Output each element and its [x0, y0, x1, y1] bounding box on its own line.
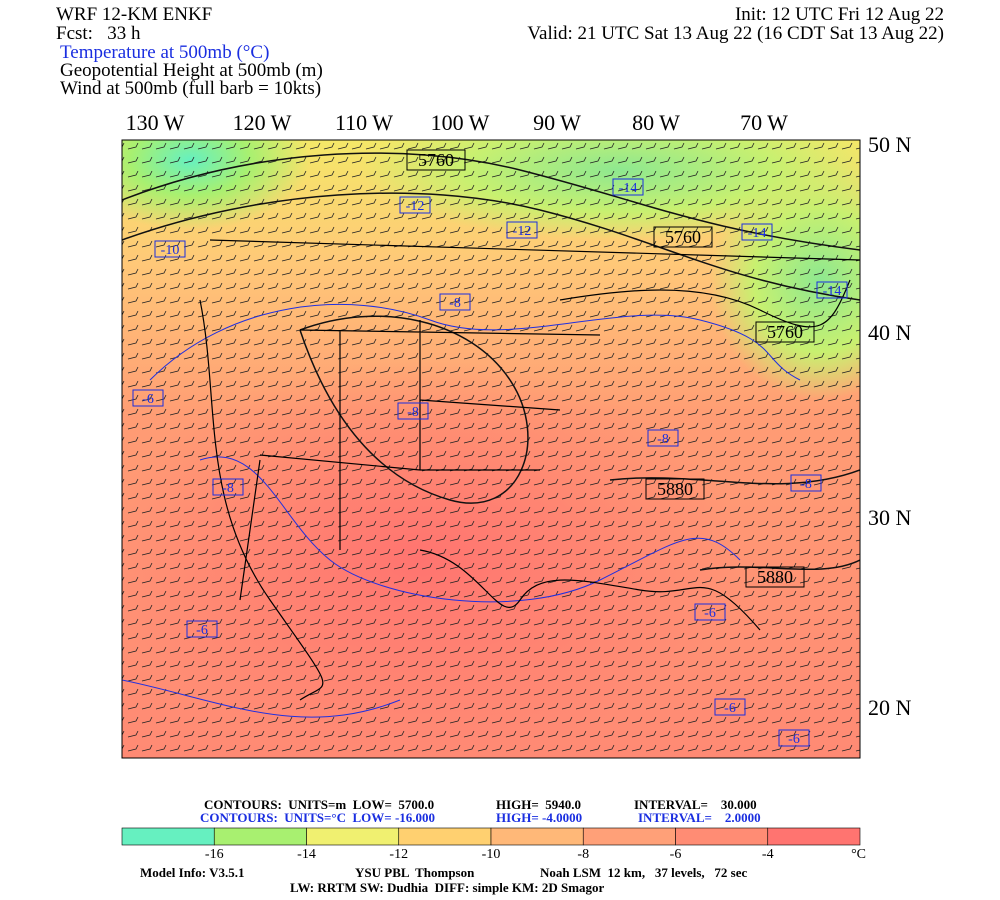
temp-label-box	[790, 474, 822, 492]
temp-label-box	[741, 223, 773, 241]
longitude-label: 80 W	[632, 110, 680, 135]
colorbar-swatch	[398, 827, 492, 846]
colorbar-unit: °C	[851, 847, 866, 862]
colorbar-swatch	[767, 827, 861, 846]
longitude-label: 130 W	[126, 110, 185, 135]
latitude-label: 40 N	[868, 320, 912, 345]
temp-label-box	[397, 402, 429, 420]
field-title: Wind at 500mb (full barb = 10kts)	[60, 78, 321, 99]
colorbar-label: -8	[577, 847, 589, 862]
longitude-label: 100 W	[431, 110, 490, 135]
temp-label-box	[694, 603, 726, 621]
temp-label: -12	[406, 199, 425, 214]
temp-label-box	[647, 429, 679, 447]
height-label-box	[755, 321, 815, 343]
valid-time: Valid: 21 UTC Sat 13 Aug 22 (16 CDT Sat …	[527, 23, 944, 44]
height-label-box	[645, 478, 705, 500]
temp-label: -8	[800, 477, 812, 492]
init-time: Init: 12 UTC Fri 12 Aug 22	[735, 4, 944, 25]
height-label-box	[745, 566, 805, 588]
temp-label-box	[212, 478, 244, 496]
temp-label-box	[778, 729, 810, 747]
temp-label-box	[186, 620, 218, 638]
temp-label-box	[612, 178, 644, 196]
colorbar-label: -10	[482, 847, 501, 862]
colorbar-label: -16	[205, 847, 224, 862]
colorbar-label: -6	[670, 847, 682, 862]
contour-info: HIGH= -4.0000	[496, 810, 582, 825]
temp-label: -8	[449, 296, 461, 311]
colorbar-swatch	[582, 827, 676, 846]
temp-label-box	[816, 281, 848, 299]
temp-label: -12	[513, 224, 532, 239]
height-label: 5880	[757, 567, 793, 587]
map-frame	[121, 139, 861, 759]
height-label: 5880	[657, 479, 693, 499]
height-label: 5760	[418, 150, 454, 170]
temp-label: -8	[222, 481, 234, 496]
temp-label: -6	[196, 623, 208, 638]
temp-label-box	[714, 698, 746, 716]
latitude-label: 50 N	[868, 132, 912, 157]
temp-label: -6	[788, 732, 800, 747]
contour-info: CONTOURS: UNITS=°C LOW= -16.000	[200, 810, 435, 825]
temp-label: -14	[748, 226, 767, 241]
colorbar-label: -4	[762, 847, 774, 862]
colorbar-swatch	[213, 827, 307, 846]
longitude-label: 90 W	[533, 110, 581, 135]
longitude-label: 110 W	[335, 110, 393, 135]
colorbar-swatch	[121, 827, 215, 846]
model-info: Model Info: V3.5.1	[140, 865, 244, 880]
temp-label-box	[132, 389, 164, 407]
latitude-label: 20 N	[868, 695, 912, 720]
temp-label: -6	[142, 392, 154, 407]
model-name: WRF 12-KM ENKF	[56, 4, 212, 25]
model-info: YSU PBL Thompson	[355, 865, 475, 880]
field-title: Geopotential Height at 500mb (m)	[60, 60, 323, 81]
longitude-label: 70 W	[740, 110, 788, 135]
temp-label-box	[154, 240, 186, 258]
height-label-box	[406, 149, 466, 171]
temp-label: -14	[619, 181, 638, 196]
longitude-label: 120 W	[233, 110, 292, 135]
colorbar-swatch	[490, 827, 584, 846]
temp-label: -6	[704, 606, 716, 621]
temp-label-box	[439, 293, 471, 311]
contour-info: CONTOURS: UNITS=m LOW= 5700.0	[204, 797, 434, 812]
height-label-box	[653, 226, 713, 248]
physics-info: LW: RRTM SW: Dudhia DIFF: simple KM: 2D …	[290, 880, 605, 895]
dynamic-layer: 130 W 120 W 110 W 100 W 90 W 80 W 70 W 50 N 40 N…	[121, 110, 912, 862]
temp-label: -8	[407, 405, 419, 420]
colorbar-label: -14	[297, 847, 316, 862]
contour-info: INTERVAL= 2.0000	[638, 810, 761, 825]
contour-info: INTERVAL= 30.000	[634, 797, 757, 812]
colorbar-swatch	[675, 827, 769, 846]
temp-label: -8	[657, 432, 669, 447]
forecast-hour: Fcst: 33 h	[56, 23, 141, 44]
temp-label-box	[506, 221, 538, 239]
field-title: Temperature at 500mb (°C)	[60, 42, 269, 63]
map-area	[122, 140, 860, 758]
latitude-label: 30 N	[868, 505, 912, 530]
height-label: 5760	[665, 227, 701, 247]
height-label: 5760	[767, 322, 803, 342]
colorbar-label: -12	[389, 847, 408, 862]
colorbar-swatch	[306, 827, 400, 846]
temp-label: -10	[161, 243, 180, 258]
temp-label: -14	[823, 284, 842, 299]
temp-label: -6	[724, 701, 736, 716]
model-info: Noah LSM 12 km, 37 levels, 72 sec	[540, 865, 748, 880]
contour-info: HIGH= 5940.0	[496, 797, 581, 812]
temp-label-box	[399, 196, 431, 214]
